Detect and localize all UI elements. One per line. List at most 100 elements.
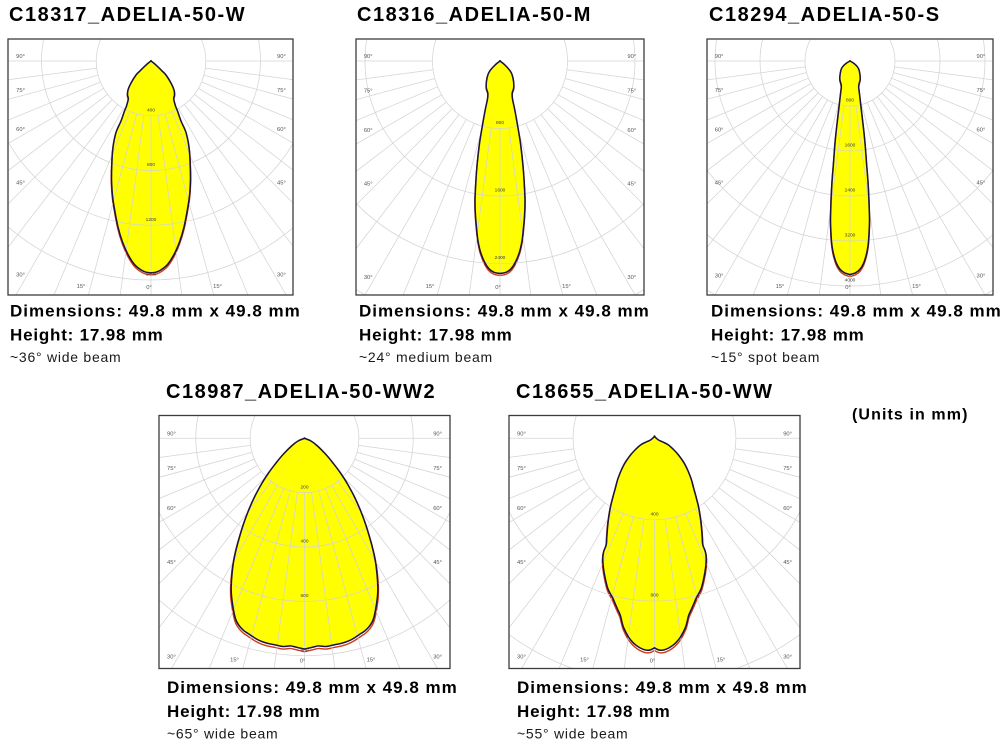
- svg-text:90°: 90°: [277, 54, 286, 60]
- svg-text:C18317_ADELIA-50-W: C18317_ADELIA-50-W: [9, 4, 246, 26]
- svg-text:60°: 60°: [16, 127, 25, 133]
- svg-text:15°: 15°: [912, 284, 921, 290]
- svg-text:30°: 30°: [783, 654, 792, 660]
- svg-text:3200: 3200: [845, 233, 856, 239]
- svg-text:800: 800: [846, 98, 854, 104]
- svg-text:~15° spot beam: ~15° spot beam: [711, 349, 820, 365]
- svg-text:90°: 90°: [977, 54, 986, 60]
- svg-text:75°: 75°: [517, 466, 526, 472]
- svg-text:15°: 15°: [230, 658, 239, 664]
- svg-text:Dimensions: 49.8 mm x 49.8 mm: Dimensions: 49.8 mm x 49.8 mm: [711, 302, 1000, 321]
- svg-text:C18294_ADELIA-50-S: C18294_ADELIA-50-S: [709, 4, 941, 26]
- svg-text:45°: 45°: [364, 182, 373, 188]
- svg-text:800: 800: [147, 162, 155, 168]
- svg-text:30°: 30°: [277, 273, 286, 279]
- svg-text:~55° wide beam: ~55° wide beam: [517, 726, 628, 742]
- svg-text:(Units in mm): (Units in mm): [852, 407, 969, 424]
- svg-text:C18987_ADELIA-50-WW2: C18987_ADELIA-50-WW2: [166, 381, 436, 403]
- svg-text:1600: 1600: [845, 143, 856, 149]
- svg-text:60°: 60°: [433, 506, 442, 512]
- svg-text:Height: 17.98 mm: Height: 17.98 mm: [10, 326, 164, 345]
- svg-text:45°: 45°: [167, 560, 176, 566]
- svg-text:45°: 45°: [627, 182, 636, 188]
- svg-text:30°: 30°: [627, 275, 636, 281]
- svg-text:~65° wide beam: ~65° wide beam: [167, 726, 278, 742]
- svg-text:30°: 30°: [16, 273, 25, 279]
- svg-text:Height: 17.98 mm: Height: 17.98 mm: [167, 702, 321, 721]
- svg-text:15°: 15°: [367, 658, 376, 664]
- svg-text:C18655_ADELIA-50-WW: C18655_ADELIA-50-WW: [516, 381, 773, 403]
- svg-text:75°: 75°: [977, 88, 986, 94]
- svg-text:60°: 60°: [977, 127, 986, 133]
- svg-text:0°: 0°: [495, 285, 501, 291]
- svg-text:30°: 30°: [433, 654, 442, 660]
- svg-text:90°: 90°: [517, 432, 526, 438]
- svg-text:~36° wide beam: ~36° wide beam: [10, 349, 121, 365]
- svg-text:15°: 15°: [562, 284, 571, 290]
- svg-text:60°: 60°: [627, 128, 636, 134]
- svg-text:90°: 90°: [433, 432, 442, 438]
- svg-text:4000: 4000: [845, 278, 856, 284]
- svg-text:60°: 60°: [783, 506, 792, 512]
- svg-text:60°: 60°: [364, 128, 373, 134]
- svg-text:45°: 45°: [433, 560, 442, 566]
- svg-text:45°: 45°: [715, 181, 724, 187]
- svg-text:15°: 15°: [776, 284, 785, 290]
- svg-text:30°: 30°: [977, 273, 986, 279]
- svg-text:0°: 0°: [300, 659, 306, 665]
- svg-text:45°: 45°: [16, 180, 25, 186]
- svg-text:Height: 17.98 mm: Height: 17.98 mm: [359, 326, 513, 345]
- svg-text:Dimensions: 49.8 mm x 49.8 mm: Dimensions: 49.8 mm x 49.8 mm: [517, 678, 808, 697]
- svg-text:Dimensions: 49.8 mm x 49.8 mm: Dimensions: 49.8 mm x 49.8 mm: [359, 302, 650, 321]
- svg-text:30°: 30°: [715, 273, 724, 279]
- svg-text:800: 800: [650, 593, 658, 599]
- svg-text:45°: 45°: [277, 180, 286, 186]
- svg-text:15°: 15°: [426, 284, 435, 290]
- svg-text:15°: 15°: [717, 658, 726, 664]
- svg-text:30°: 30°: [517, 654, 526, 660]
- svg-text:90°: 90°: [715, 54, 724, 60]
- svg-text:75°: 75°: [167, 466, 176, 472]
- svg-text:75°: 75°: [783, 466, 792, 472]
- svg-text:Height: 17.98 mm: Height: 17.98 mm: [517, 702, 671, 721]
- svg-text:90°: 90°: [627, 54, 636, 60]
- svg-text:400: 400: [650, 511, 658, 517]
- svg-text:0°: 0°: [650, 659, 656, 665]
- svg-text:1600: 1600: [146, 272, 157, 278]
- svg-text:30°: 30°: [364, 275, 373, 281]
- svg-text:60°: 60°: [167, 506, 176, 512]
- svg-text:15°: 15°: [580, 658, 589, 664]
- svg-text:200: 200: [300, 484, 308, 490]
- svg-text:400: 400: [147, 107, 155, 113]
- svg-text:800: 800: [496, 120, 504, 126]
- svg-text:60°: 60°: [517, 506, 526, 512]
- svg-text:15°: 15°: [77, 284, 86, 290]
- svg-text:90°: 90°: [783, 432, 792, 438]
- svg-text:75°: 75°: [277, 88, 286, 94]
- svg-text:75°: 75°: [715, 88, 724, 94]
- svg-text:60°: 60°: [277, 127, 286, 133]
- svg-text:60°: 60°: [715, 127, 724, 133]
- svg-text:45°: 45°: [783, 560, 792, 566]
- svg-text:1600: 1600: [495, 188, 506, 194]
- svg-text:75°: 75°: [16, 88, 25, 94]
- svg-text:90°: 90°: [16, 54, 25, 60]
- svg-text:45°: 45°: [517, 560, 526, 566]
- svg-text:75°: 75°: [433, 466, 442, 472]
- svg-text:2400: 2400: [495, 255, 506, 261]
- svg-text:0°: 0°: [845, 285, 851, 291]
- svg-text:75°: 75°: [364, 88, 373, 94]
- svg-text:600: 600: [300, 593, 308, 599]
- svg-text:45°: 45°: [977, 181, 986, 187]
- svg-text:15°: 15°: [213, 284, 222, 290]
- svg-text:90°: 90°: [167, 432, 176, 438]
- svg-text:2400: 2400: [845, 188, 856, 194]
- svg-text:30°: 30°: [167, 654, 176, 660]
- svg-text:~24° medium beam: ~24° medium beam: [359, 349, 493, 365]
- svg-text:Dimensions: 49.8 mm x 49.8 mm: Dimensions: 49.8 mm x 49.8 mm: [10, 302, 301, 321]
- svg-text:Height: 17.98 mm: Height: 17.98 mm: [711, 326, 865, 345]
- svg-text:90°: 90°: [364, 54, 373, 60]
- svg-text:400: 400: [300, 539, 308, 545]
- svg-text:0°: 0°: [146, 285, 152, 291]
- svg-text:C18316_ADELIA-50-M: C18316_ADELIA-50-M: [357, 4, 592, 26]
